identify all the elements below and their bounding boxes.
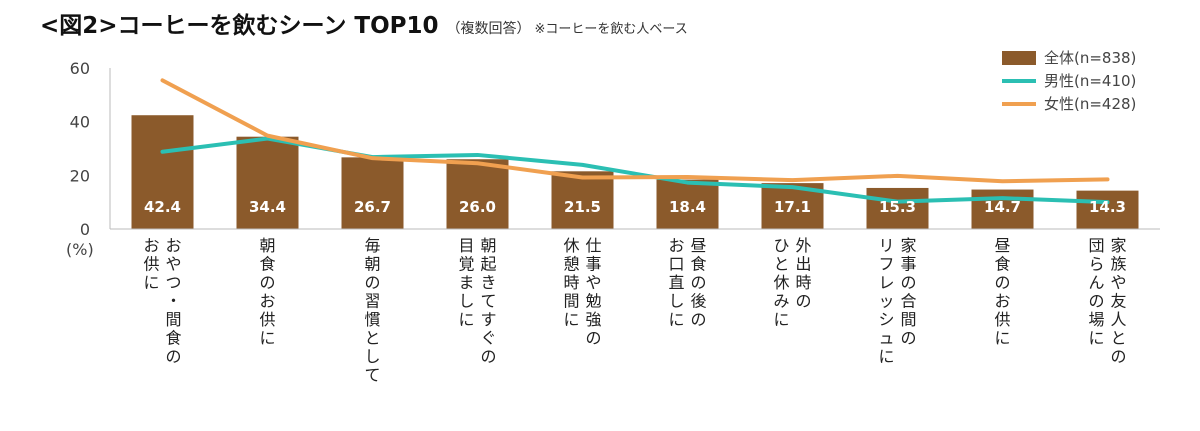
series-point <box>791 185 794 189</box>
bar-value-label: 17.1 <box>774 198 811 216</box>
y-tick-label: 40 <box>70 113 90 132</box>
series-line <box>160 136 1110 205</box>
legend-label: 女性(n=428) <box>1044 95 1136 113</box>
bar <box>551 171 614 229</box>
bar-value-label: 15.3 <box>879 198 916 216</box>
x-category-label: 家族や友人との <box>1110 236 1126 366</box>
y-tick-label: 60 <box>70 59 90 78</box>
x-category-label: 朝起きてすぐの <box>480 236 496 366</box>
series-point <box>161 78 164 82</box>
x-category-label: 朝食のお供に <box>259 236 275 348</box>
bar-value-label: 26.0 <box>459 198 496 216</box>
chart-title-block: <図2>コーヒーを飲むシーン TOP10 （複数回答） ※コーヒーを飲む人ベース <box>40 6 688 40</box>
series-point <box>581 175 584 179</box>
series-point <box>1106 200 1109 204</box>
x-category-label: ひと休みに <box>773 236 789 329</box>
bar-value-label: 42.4 <box>144 198 181 216</box>
series-point <box>1106 177 1109 181</box>
series-point <box>896 200 899 204</box>
x-category-label: おやつ・間食の <box>165 236 181 366</box>
series-point <box>476 153 479 157</box>
bar <box>971 189 1034 229</box>
series-point <box>686 175 689 179</box>
series-point <box>896 174 899 178</box>
bar <box>131 115 194 229</box>
x-category-label: 仕事や勉強の <box>585 236 601 348</box>
bar <box>236 136 299 229</box>
x-category-label: 外出時の <box>795 236 811 311</box>
x-category-label: 休憩時間に <box>563 236 579 329</box>
y-tick-label: 20 <box>70 166 90 185</box>
bar <box>866 187 929 229</box>
x-category-label: 家事の合間の <box>900 236 916 348</box>
x-category-label: お供に <box>143 236 159 292</box>
series-point <box>161 150 164 154</box>
chart-subtitle: （複数回答） <box>446 21 531 37</box>
legend-label: 全体(n=838) <box>1044 49 1136 67</box>
chart-note: ※コーヒーを飲む人ベース <box>534 22 688 37</box>
y-tick-label: 0 <box>80 220 90 239</box>
bar <box>446 159 509 229</box>
bar <box>341 157 404 229</box>
bar <box>1076 190 1139 229</box>
x-category-label: 団らんの場に <box>1088 236 1104 348</box>
x-category-label: 毎朝の習慣として <box>364 236 380 385</box>
bar-value-label: 14.3 <box>1089 198 1126 216</box>
bar-value-label: 26.7 <box>354 198 391 216</box>
series-point <box>476 161 479 165</box>
x-category-label: リフレッシュに <box>878 236 894 366</box>
y-unit-label: (%) <box>66 240 94 259</box>
series-line <box>160 78 1110 184</box>
series-point <box>581 163 584 167</box>
series-point <box>1001 196 1004 200</box>
bar <box>656 179 719 229</box>
bar-value-label: 21.5 <box>564 198 601 216</box>
chart-title: <図2>コーヒーを飲むシーン TOP10 <box>40 13 439 39</box>
series-point <box>266 134 269 138</box>
series-point <box>1001 179 1004 183</box>
legend-label: 男性(n=410) <box>1044 72 1136 90</box>
legend-swatch <box>1002 51 1036 65</box>
bar-value-label: 14.7 <box>984 198 1021 216</box>
series-point <box>686 181 689 185</box>
x-category-label: 目覚ましに <box>458 236 474 329</box>
x-category-label: お口直しに <box>668 236 684 329</box>
x-category-label: 昼食の後の <box>690 236 706 329</box>
bar-value-label: 34.4 <box>249 198 286 216</box>
x-category-label: 昼食のお供に <box>994 236 1010 348</box>
bar-value-label: 18.4 <box>669 198 706 216</box>
series-point <box>791 178 794 182</box>
series-point <box>371 156 374 160</box>
